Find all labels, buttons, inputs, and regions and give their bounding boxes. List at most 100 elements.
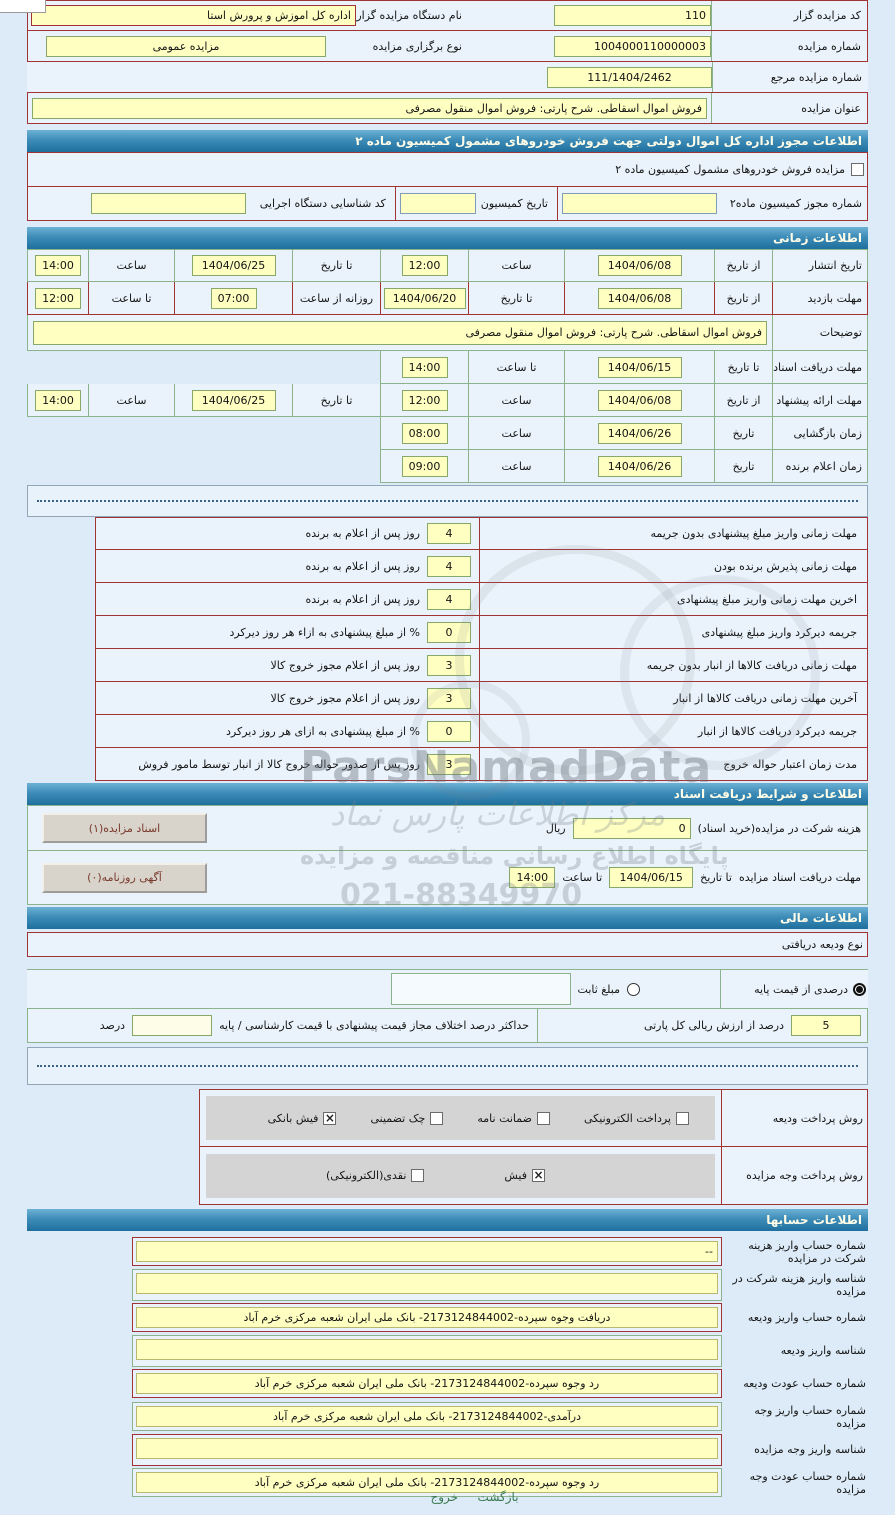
account-input[interactable]: دریافت وجوه سپرده-2173124844002- بانک مل…: [136, 1307, 718, 1328]
time-input[interactable]: 09:00: [401, 455, 448, 477]
date-input[interactable]: 1404/06/20: [383, 287, 466, 309]
deadline-label: جریمه دیرکرد دریافت کالاها از انبار: [479, 715, 867, 747]
account-row: شماره حساب واریز هزینه شرکت در مزایده --: [27, 1235, 868, 1268]
hour-label: ساعت: [468, 249, 564, 282]
account-value-box: --: [132, 1237, 722, 1266]
account-input[interactable]: درآمدی-2173124844002- بانک ملی ایران شعب…: [136, 1406, 718, 1427]
exit-link[interactable]: خروج: [430, 1490, 459, 1504]
time-input[interactable]: 08:00: [401, 422, 448, 444]
date-input[interactable]: 1404/06/26: [597, 422, 682, 444]
auction-type-input[interactable]: مزایده عمومی: [46, 35, 326, 57]
payment-option-checkbox[interactable]: [532, 1169, 545, 1182]
payment-block: روش پرداخت ودیعه پرداخت الکترونیکی ضمانت: [27, 1089, 868, 1205]
deadline-row: مهلت زمانی دریافت کالاها از انبار بدون ج…: [95, 649, 868, 682]
fee-input[interactable]: 0: [572, 817, 691, 839]
date-input[interactable]: 1404/06/08: [597, 255, 682, 276]
deadline-suffix: روز پس از اعلام مجوز خروج کالا: [270, 691, 421, 705]
payment-option-checkbox[interactable]: [430, 1111, 444, 1125]
auction-number-row: شماره مزایده 1004000110000003 نوع برگزار…: [28, 31, 867, 61]
hour-label: ساعت: [88, 384, 174, 417]
payment-option-checkbox[interactable]: [411, 1169, 425, 1182]
date-label: تاریخ: [714, 417, 772, 450]
payment-option-label: فیش: [504, 1169, 527, 1182]
from-date-label: از تاریخ: [714, 282, 772, 315]
account-input[interactable]: --: [136, 1241, 718, 1262]
date-input[interactable]: 1404/06/08: [597, 287, 682, 309]
commission-date-input[interactable]: [399, 193, 476, 214]
payment-option-checkbox[interactable]: [323, 1111, 337, 1125]
fixed-amount-input[interactable]: [390, 973, 571, 1005]
deposit-payment-label: روش پرداخت ودیعه: [721, 1090, 867, 1146]
payment-option-checkbox[interactable]: [537, 1111, 550, 1125]
description-input[interactable]: فروش اموال اسقاطی. شرح پارتی: فروش اموال…: [33, 320, 767, 345]
account-input[interactable]: رد وجوه سپرده-2173124844002- بانک ملی ای…: [136, 1472, 718, 1493]
org-name-input[interactable]: اداره کل اموزش و پرورش استا: [31, 5, 356, 26]
deadline-value: 4 روز پس از اعلام به برنده: [96, 583, 479, 615]
date-input[interactable]: 1404/06/26: [597, 455, 682, 477]
publish-date-row: تاریخ انتشار از تاریخ 1404/06/08 ساعت 12…: [27, 249, 868, 282]
account-input[interactable]: [136, 1272, 718, 1294]
max-diff-input[interactable]: [132, 1015, 213, 1036]
date-input[interactable]: 1404/06/15: [609, 867, 694, 888]
time-input[interactable]: 14:00: [35, 255, 81, 276]
time-input[interactable]: 14:00: [35, 389, 81, 411]
fixed-amount-radio[interactable]: [627, 982, 640, 996]
payment-option-label: پرداخت الکترونیکی: [584, 1111, 671, 1125]
date-input[interactable]: 1404/06/25: [191, 389, 276, 411]
account-value-box: دریافت وجوه سپرده-2173124844002- بانک مل…: [132, 1303, 722, 1332]
org-name-label: نام دستگاه مزایده گزار: [356, 9, 462, 22]
fee-row: هزینه شرکت در مزایده(خرید اسناد) 0 ریال …: [27, 805, 868, 851]
account-input[interactable]: [136, 1338, 718, 1360]
days-input[interactable]: 3: [427, 753, 471, 775]
percent-input[interactable]: 5: [791, 1015, 861, 1036]
ref-number-input[interactable]: 111/1404/2462: [547, 66, 712, 88]
time-input[interactable]: 14:00: [401, 356, 448, 378]
auction-title-label: عنوان مزایده: [711, 93, 867, 123]
deadline-value: 4 روز پس از اعلام به برنده: [96, 550, 479, 582]
percent-of-base-label: درصدی از قیمت پایه: [754, 982, 848, 996]
percent-label: درصد از ارزش ریالی کل پارتی: [643, 1019, 784, 1032]
date-input[interactable]: 1404/06/08: [597, 389, 682, 411]
date-input[interactable]: 1404/06/15: [597, 356, 682, 378]
auction-docs-button[interactable]: اسناد مزایده(۱): [42, 813, 207, 843]
account-input[interactable]: رد وجوه سپرده-2173124844002- بانک ملی ای…: [136, 1373, 718, 1394]
payment-option-label: نقدی(الکترونیکی): [325, 1169, 407, 1182]
back-link[interactable]: بازگشت: [477, 1490, 519, 1504]
deadline-value: 3 روز پس از اعلام مجوز خروج کالا: [96, 649, 479, 681]
days-input[interactable]: 4: [427, 523, 471, 544]
footer-links: بازگشت خروج: [54, 1490, 895, 1504]
docs-deadline-row: مهلت دریافت اسناد تا تاریخ 1404/06/15 تا…: [27, 351, 868, 384]
auction-title-input[interactable]: فروش اموال اسقاطی. شرح پارتی: فروش اموال…: [32, 97, 707, 119]
bidder-code-input[interactable]: 110: [554, 5, 711, 26]
days-input[interactable]: 0: [427, 720, 471, 742]
time-input[interactable]: 14:00: [509, 867, 556, 888]
days-input[interactable]: 4: [427, 555, 471, 577]
ref-number-label: شماره مزایده مرجع: [712, 62, 868, 92]
corner-artifact: [0, 0, 46, 13]
deadline-suffix: روز پس از صدور حواله خروج کالا از انبار …: [138, 757, 420, 771]
time-input[interactable]: 07:00: [210, 287, 257, 309]
deadline-table: مهلت زمانی واریز مبلغ پیشنهادی بدون جریم…: [95, 517, 868, 781]
time-input[interactable]: 12:00: [401, 389, 448, 411]
auction-number-input[interactable]: 1004000110000003: [554, 35, 711, 57]
days-input[interactable]: 4: [427, 588, 471, 610]
payment-option-checkbox[interactable]: [676, 1111, 689, 1125]
article2-checkbox[interactable]: [851, 163, 864, 176]
time-input[interactable]: 12:00: [401, 255, 448, 276]
row-label: توضیحات: [772, 315, 868, 351]
dashed-separator: [27, 485, 868, 517]
payment-option-label: ضمانت نامه: [477, 1111, 532, 1125]
days-input[interactable]: 3: [427, 654, 471, 676]
exec-id-input[interactable]: [90, 193, 246, 214]
deadline-label: مدت زمان اعتبار حواله خروج: [479, 748, 867, 780]
to-date-label: تا تاریخ: [700, 871, 732, 884]
days-input[interactable]: 0: [427, 621, 471, 643]
permit-no-input[interactable]: [562, 193, 717, 214]
time-input[interactable]: 12:00: [35, 287, 81, 309]
account-input[interactable]: [136, 1437, 718, 1459]
deadline-suffix: روز پس از اعلام به برنده: [305, 527, 420, 540]
percent-of-base-radio[interactable]: [853, 982, 866, 996]
newspaper-ad-button[interactable]: آگهی روزنامه(۰): [42, 862, 207, 893]
date-input[interactable]: 1404/06/25: [191, 255, 276, 276]
days-input[interactable]: 3: [427, 687, 471, 709]
